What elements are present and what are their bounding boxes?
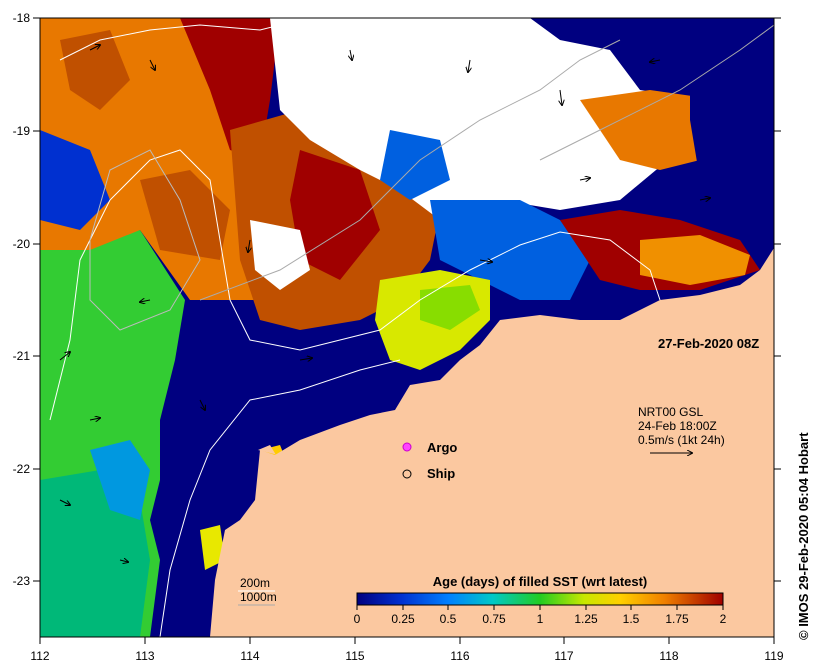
yellow-patch-south	[200, 525, 225, 570]
lat-label: -21	[13, 349, 31, 363]
lat-label: -20	[13, 237, 31, 251]
colorbar-tick-label: 1	[537, 612, 544, 626]
contour-200m	[49, 149, 661, 421]
current-arrow	[59, 499, 70, 505]
current-arrow	[350, 49, 352, 60]
deep-blue-northeast	[690, 18, 774, 240]
lon-label: 117	[554, 649, 573, 663]
orange-patch-east	[640, 235, 750, 285]
current-arrows	[59, 45, 710, 562]
contour-1000m-label: 1000m	[240, 590, 277, 604]
lon-label: 112	[30, 649, 49, 663]
colorbar-tick-label: 2	[720, 612, 727, 626]
ship-legend-label: Ship	[427, 466, 455, 481]
brown-patch-nw	[60, 30, 130, 110]
current-arrow	[560, 89, 562, 105]
lime-patch	[420, 285, 480, 330]
lat-label: -18	[13, 11, 31, 25]
light-blue-patch	[90, 440, 150, 520]
lon-label: 118	[659, 649, 678, 663]
blue-patch-west	[40, 130, 110, 230]
land-area	[210, 248, 774, 637]
colorbar-tick-label: 0.25	[391, 612, 415, 626]
lon-label: 114	[240, 649, 259, 663]
current-info-line2: 24-Feb 18:00Z	[638, 419, 717, 433]
current-arrow	[89, 45, 100, 51]
colorbar-tick-label: 0	[354, 612, 361, 626]
ship-marker-icon	[402, 469, 412, 479]
current-arrow	[89, 418, 100, 420]
contour-1000m	[199, 39, 621, 301]
colorbar-ticks	[356, 605, 724, 610]
current-info-line3: 0.5m/s (1kt 24h)	[638, 433, 725, 447]
current-arrow	[199, 399, 205, 410]
peninsula	[258, 445, 330, 490]
date-label: 27-Feb-2020 08Z	[658, 336, 759, 351]
dark-red-band-center	[290, 150, 380, 280]
colorbar-tick-label: 0.5	[440, 612, 457, 626]
current-arrow	[59, 352, 70, 361]
no-data-patch-small	[250, 220, 310, 290]
current-arrow	[579, 178, 590, 180]
argo-marker-icon	[402, 442, 412, 452]
current-arrow	[299, 358, 312, 360]
lat-labels: -18 -19 -20 -21 -22 -23	[13, 11, 31, 588]
current-arrow	[140, 300, 151, 302]
lon-label: 115	[345, 649, 364, 663]
no-data-region	[270, 18, 700, 220]
colorbar-tick-label: 0.75	[482, 612, 506, 626]
lon-labels: 112 113 114 115 116 117 118 119	[30, 649, 783, 663]
contour-1000m-ring	[89, 149, 201, 331]
current-arrow	[119, 560, 128, 562]
credit-label: © IMOS 29-Feb-2020 05:04 Hobart	[796, 432, 811, 640]
colorbar-gradient	[356, 592, 724, 606]
current-arrow	[699, 198, 710, 200]
lon-label: 113	[135, 649, 154, 663]
lat-label: -23	[13, 574, 31, 588]
contour-200m-label: 200m	[240, 576, 270, 590]
contour-north	[59, 19, 301, 61]
contour-1000m-east	[539, 24, 774, 161]
colorbar-tick-label: 1.5	[623, 612, 640, 626]
current-arrow	[479, 260, 492, 262]
colorbar-tick-label: 1.75	[665, 612, 689, 626]
current-arrow	[248, 239, 250, 252]
current-arrow	[650, 60, 661, 62]
argo-legend-label: Argo	[427, 440, 457, 455]
contour-coastal	[159, 359, 401, 637]
colorbar-tick-label: 1.25	[574, 612, 598, 626]
map-plot-area	[40, 18, 774, 637]
colorbar: Age (days) of filled SST (wrt latest) 0 …	[354, 574, 727, 626]
current-arrow	[468, 59, 470, 72]
lon-label: 116	[450, 649, 469, 663]
current-info-line1: NRT00 GSL	[638, 405, 703, 419]
plot-frame	[39, 17, 775, 638]
lat-label: -19	[13, 124, 31, 138]
lat-label: -22	[13, 462, 31, 476]
lon-label: 119	[764, 649, 783, 663]
axis-ticks	[33, 17, 781, 644]
colorbar-title: Age (days) of filled SST (wrt latest)	[433, 574, 648, 589]
current-arrow	[149, 59, 155, 70]
